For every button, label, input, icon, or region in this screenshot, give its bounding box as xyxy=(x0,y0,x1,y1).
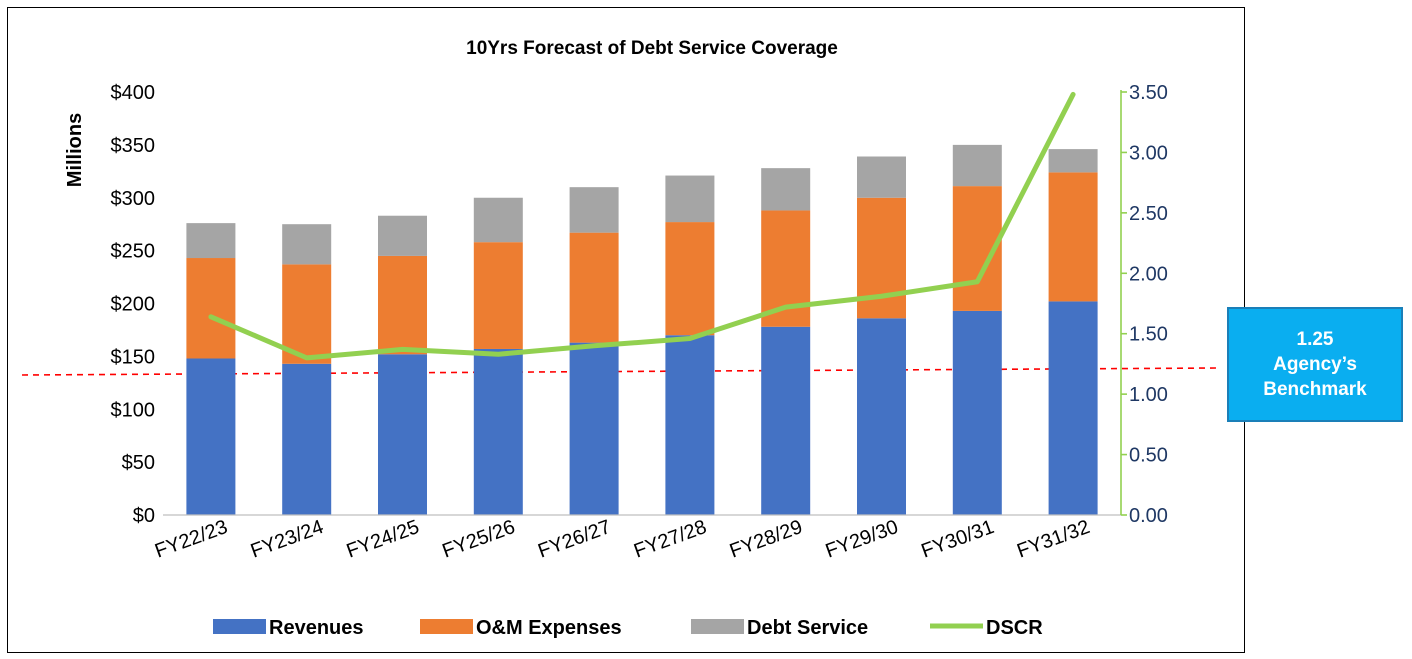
y2-tick-label: 0.00 xyxy=(1129,505,1168,527)
bar-o-m-expenses-2 xyxy=(378,255,427,355)
bar-revenues-1 xyxy=(282,363,332,515)
y-tick-label: $100 xyxy=(111,399,156,421)
bar-o-m-expenses-1 xyxy=(282,264,332,364)
bar-revenues-7 xyxy=(857,318,906,515)
bar-o-m-expenses-3 xyxy=(473,242,523,349)
y-tick-label: $200 xyxy=(111,294,156,316)
legend-label: Debt Service xyxy=(747,617,868,639)
x-tick-label: FY23/24 xyxy=(248,516,327,563)
callout-line-2: Agency’s xyxy=(1273,354,1357,375)
bar-revenues-6 xyxy=(761,326,811,515)
bar-revenues-3 xyxy=(473,348,523,515)
bar-o-m-expenses-0 xyxy=(186,258,236,359)
y-axis-title: Millions xyxy=(64,113,86,187)
bar-o-m-expenses-4 xyxy=(569,232,619,343)
chart-title: 10Yrs Forecast of Debt Service Coverage xyxy=(466,38,838,59)
bar-debt-service-8 xyxy=(952,144,1002,187)
legend-swatch xyxy=(691,619,744,634)
bar-debt-service-4 xyxy=(569,187,619,233)
x-tick-label: FY29/30 xyxy=(823,516,902,563)
bar-debt-service-9 xyxy=(1048,149,1098,173)
bar-o-m-expenses-9 xyxy=(1048,172,1098,302)
y2-tick-label: 3.00 xyxy=(1129,142,1168,164)
callout-value: 1.25 xyxy=(1296,329,1334,350)
x-tick-label: FY31/32 xyxy=(1014,516,1093,563)
y2-tick-label: 0.50 xyxy=(1129,445,1168,467)
x-tick-label: FY30/31 xyxy=(918,516,997,563)
y2-tick-label: 3.50 xyxy=(1129,82,1168,104)
y2-tick-label: 2.50 xyxy=(1129,203,1168,225)
y-tick-label: $150 xyxy=(111,346,156,368)
y-tick-label: $250 xyxy=(111,241,156,263)
y2-tick-label: 2.00 xyxy=(1129,263,1168,285)
bar-debt-service-3 xyxy=(473,197,523,243)
y-tick-label: $300 xyxy=(111,188,156,210)
x-tick-label: FY28/29 xyxy=(727,516,806,563)
legend-swatch xyxy=(420,619,473,634)
x-tick-label: FY25/26 xyxy=(439,516,518,563)
bar-revenues-4 xyxy=(569,342,619,515)
bar-revenues-2 xyxy=(378,354,427,515)
bar-revenues-0 xyxy=(186,358,236,515)
legend-swatch xyxy=(213,619,266,634)
legend-label: Revenues xyxy=(269,617,364,639)
bar-o-m-expenses-5 xyxy=(665,222,715,336)
bar-debt-service-6 xyxy=(761,168,811,211)
line-series-dscr xyxy=(208,91,1076,361)
x-tick-label: FY26/27 xyxy=(535,516,614,563)
y-tick-label: $350 xyxy=(111,135,156,157)
benchmark-callout: 1.25 Agency’s Benchmark xyxy=(1227,307,1403,422)
bar-debt-service-7 xyxy=(857,156,906,198)
bar-debt-service-0 xyxy=(186,223,236,259)
y-tick-label: $0 xyxy=(133,505,155,527)
y-tick-label: $50 xyxy=(122,452,155,474)
legend-item-dscr: DSCR xyxy=(930,617,1043,639)
legend-item-revenues: Revenues xyxy=(213,617,364,639)
y2-tick-label: 1.00 xyxy=(1129,384,1168,406)
bar-debt-service-1 xyxy=(282,224,332,265)
bar-revenues-5 xyxy=(665,335,715,515)
bar-debt-service-2 xyxy=(378,215,427,256)
legend-item-debt-service: Debt Service xyxy=(691,617,868,639)
bar-revenues-8 xyxy=(952,310,1002,515)
bar-revenues-9 xyxy=(1048,301,1098,515)
callout-line-3: Benchmark xyxy=(1263,379,1367,400)
y-tick-label: $400 xyxy=(111,82,156,104)
x-tick-label: FY22/23 xyxy=(152,516,231,563)
x-tick-label: FY24/25 xyxy=(344,516,423,563)
legend-item-o-m-expenses: O&M Expenses xyxy=(420,617,622,639)
y2-tick-label: 1.50 xyxy=(1129,324,1168,346)
legend-label: DSCR xyxy=(986,617,1043,639)
legend-label: O&M Expenses xyxy=(476,617,622,639)
x-tick-label: FY27/28 xyxy=(631,516,710,563)
bar-debt-service-5 xyxy=(665,175,715,223)
